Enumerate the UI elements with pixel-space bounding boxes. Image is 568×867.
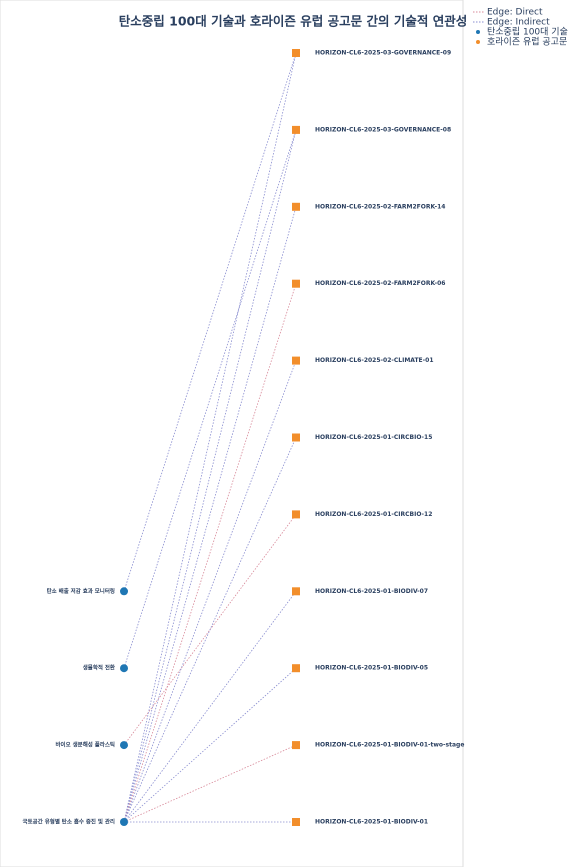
edge [123,206,297,823]
call-node [292,433,300,442]
call-node [292,587,300,596]
edge [123,52,297,592]
edge [123,744,297,823]
tech-label: 생물학적 전환 [83,664,115,672]
tech-node [120,741,128,750]
title: 탄소중립 100대 기술과 호라이즌 유럽 공고문 간의 기술적 연관성 [119,14,467,29]
legend-marker [476,30,480,34]
tech-node [120,587,128,596]
edge [123,360,297,823]
call-node [292,356,300,365]
call-label: HORIZON-CL6-2025-01-BIODIV-01-two-stage [315,742,464,749]
legend-label: 탄소중립 100대 기술 [487,27,568,38]
call-label: HORIZON-CL6-2025-03-GOVERNANCE-09 [315,50,451,57]
call-label: HORIZON-CL6-2025-01-CIRCBIO-12 [315,511,432,518]
call-label: HORIZON-CL6-2025-02-CLIMATE-01 [315,357,434,364]
call-node [292,664,300,673]
edges [123,52,297,823]
call-label: HORIZON-CL6-2025-01-CIRCBIO-15 [315,434,432,441]
call-label: HORIZON-CL6-2025-03-GOVERNANCE-08 [315,126,451,133]
edge [123,52,297,823]
tech-node [120,664,128,673]
legend-label: Edge: Direct [487,8,543,18]
call-label: HORIZON-CL6-2025-01-BIODIV-05 [315,665,428,672]
edge [123,437,297,823]
legend-label: 호라이즌 유럽 공고문 [487,37,567,48]
edge [123,129,297,669]
tech-node [120,818,128,826]
call-node [292,279,300,288]
tech-label: 탄소 배출 저감 효과 모니터링 [47,587,115,595]
call-label: HORIZON-CL6-2025-01-BIODIV-07 [315,588,428,595]
call-node [292,125,300,134]
call-label: HORIZON-CL6-2025-01-BIODIV-01 [315,819,428,826]
call-label: HORIZON-CL6-2025-02-FARM2FORK-14 [315,203,445,210]
call-label: HORIZON-CL6-2025-02-FARM2FORK-06 [315,280,445,287]
call-node [292,202,300,211]
call-node [292,741,300,750]
edge [123,129,297,823]
legend-label: Edge: Indirect [487,18,550,28]
tech-label: 국토공간 유형별 탄소 흡수 증진 및 관리 [23,818,115,826]
call-node [292,818,300,826]
edge [123,283,297,823]
plot-area [0,0,464,867]
call-node [292,49,300,57]
call-node [292,510,300,519]
legend-marker [476,40,480,44]
edge [123,667,297,823]
tech-label: 바이오 생분해성 플라스틱 [56,741,116,749]
